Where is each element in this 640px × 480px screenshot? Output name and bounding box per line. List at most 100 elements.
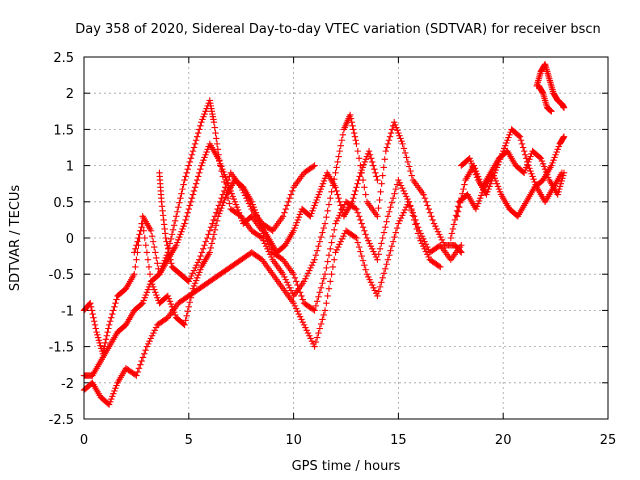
data-point [548, 162, 555, 169]
x-tick-label: 0 [80, 433, 88, 448]
data-point [150, 329, 157, 337]
data-point [473, 203, 481, 210]
data-point [400, 187, 407, 195]
data-point [379, 234, 386, 242]
data-point [319, 229, 326, 236]
data-point [214, 205, 221, 213]
data-point [402, 149, 409, 157]
data-point [186, 202, 194, 209]
data-point [454, 208, 462, 215]
data-point [166, 252, 173, 260]
data-point [148, 280, 156, 288]
data-point [144, 340, 152, 348]
data-point [229, 193, 237, 200]
data-point [215, 202, 223, 209]
data-point [393, 224, 401, 232]
data-point [133, 242, 140, 249]
data-point [307, 213, 314, 220]
data-point [324, 207, 331, 215]
data-point [466, 155, 473, 162]
data-point [361, 158, 369, 166]
data-point [407, 167, 414, 175]
data-point [520, 147, 528, 155]
data-point [391, 190, 398, 197]
data-point [538, 157, 546, 165]
series-track-5 [156, 162, 318, 285]
data-point [311, 307, 318, 314]
data-point [143, 289, 151, 296]
data-point [352, 187, 359, 195]
plot-frame [83, 56, 609, 420]
data-point [194, 259, 202, 266]
data-point [182, 317, 189, 324]
data-point [244, 197, 251, 205]
data-point [370, 284, 377, 291]
data-point [391, 233, 398, 241]
data-point [107, 398, 114, 406]
data-point [198, 118, 205, 126]
data-point [152, 249, 159, 256]
data-point [460, 185, 467, 193]
data-point [108, 395, 115, 403]
data-point [91, 321, 99, 329]
data-point [383, 218, 390, 225]
data-point [412, 221, 419, 228]
data-point [153, 254, 160, 262]
data-point [236, 212, 244, 219]
y-axis-label: SDTVAR / TECUs [8, 185, 23, 292]
data-point [549, 159, 556, 167]
data-point [135, 234, 142, 242]
data-point [369, 158, 376, 166]
data-point [220, 199, 227, 206]
data-point [518, 140, 526, 148]
data-point [105, 321, 113, 329]
data-point [286, 194, 293, 202]
data-point [205, 231, 212, 238]
data-point [387, 129, 395, 137]
data-point [189, 285, 197, 292]
data-point [475, 197, 483, 205]
data-point [166, 298, 174, 305]
data-point [102, 339, 109, 347]
data-point [233, 204, 241, 211]
data-point [351, 191, 358, 198]
data-point [232, 201, 240, 208]
data-point [207, 223, 215, 231]
data-point [495, 158, 503, 166]
data-point [327, 194, 334, 202]
data-point [437, 233, 444, 241]
data-point [376, 245, 384, 253]
data-point [449, 225, 457, 233]
data-point [338, 235, 346, 243]
data-point [321, 307, 329, 314]
data-point [206, 249, 213, 256]
data-point [365, 147, 373, 155]
data-point [388, 199, 396, 206]
data-point [355, 155, 363, 162]
data-point [438, 236, 446, 244]
data-point [317, 185, 325, 193]
data-point [417, 237, 424, 244]
data-point [281, 209, 288, 216]
data-point [226, 200, 233, 207]
data-point [191, 184, 199, 191]
data-point [531, 178, 538, 186]
data-point [91, 318, 98, 325]
data-point [555, 143, 562, 150]
data-point [175, 236, 182, 244]
data-point [139, 220, 146, 227]
data-point [296, 211, 304, 218]
data-point [434, 228, 442, 235]
data-point [298, 292, 305, 300]
x-tick-label: 25 [600, 433, 617, 448]
data-point [327, 278, 334, 285]
data-point [332, 249, 339, 256]
data-point [332, 184, 339, 191]
data-point [209, 235, 217, 243]
data-point [110, 307, 117, 314]
data-point [171, 311, 179, 319]
data-point [355, 243, 363, 251]
data-point [472, 205, 480, 213]
data-point [367, 155, 375, 162]
data-point [492, 166, 500, 174]
